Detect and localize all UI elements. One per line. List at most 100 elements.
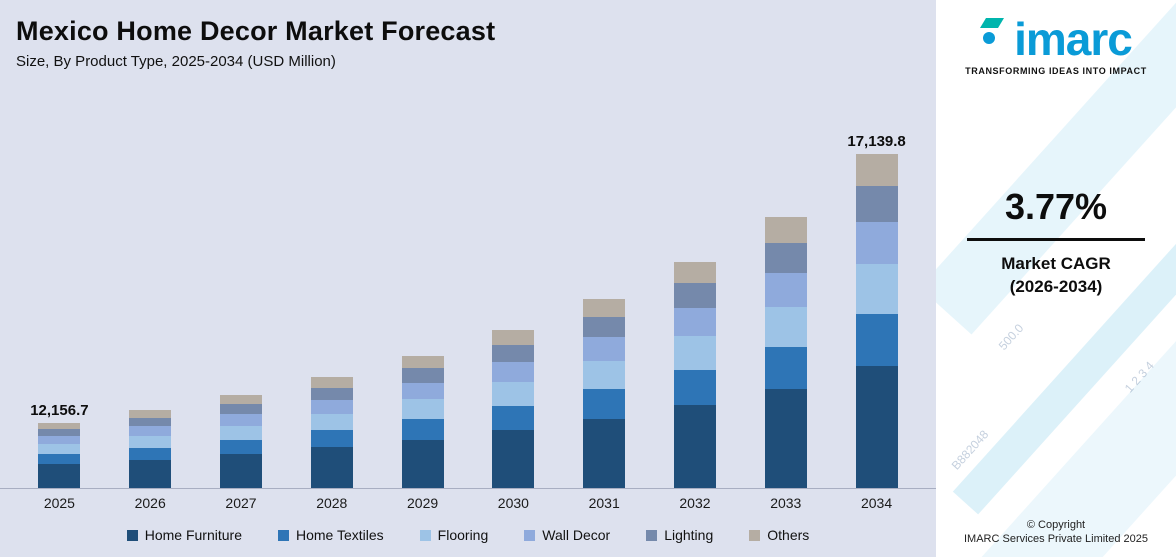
page-subtitle: Size, By Product Type, 2025-2034 (USD Mi…: [16, 53, 336, 70]
bar-segment-others: [129, 410, 172, 418]
cagr-years: (2026-2034): [1009, 276, 1103, 296]
bar-segment-others: [673, 261, 716, 283]
legend-label: Home Furniture: [144, 527, 242, 543]
bar-stack: [764, 217, 807, 488]
legend-label: Home Textiles: [296, 527, 384, 543]
bar-segment-flooring: [129, 435, 172, 448]
bar-segment-wall-decor: [492, 361, 535, 382]
bar-stack: [583, 298, 626, 489]
bar-segment-home-textiles: [492, 405, 535, 431]
legend-item-home-textiles: Home Textiles: [278, 527, 384, 543]
bar-segment-home-textiles: [855, 314, 898, 367]
bar-column-2028: [286, 373, 377, 488]
bar-column-2032: [650, 258, 741, 489]
bar-segment-flooring: [492, 381, 535, 406]
bar-column-2029: [377, 352, 468, 488]
bar-stack: [673, 261, 716, 489]
bar-segment-lighting: [129, 417, 172, 427]
bar-segment-home-textiles: [219, 439, 262, 455]
bar-data-label: 17,139.8: [847, 133, 906, 150]
bar-stack: [492, 329, 535, 489]
bar-segment-lighting: [673, 283, 716, 308]
stacked-bar-chart: 12,156.7 17,139.8: [0, 70, 936, 489]
bar-segment-home-textiles: [583, 389, 626, 419]
x-axis-label-2034: 2034: [860, 495, 893, 511]
bar-segment-lighting: [764, 243, 807, 273]
x-axis-labels: 2025 2026 2027 2028 2029 2030 2031 2032 2033 2034: [0, 489, 936, 511]
imarc-logo-text: imarc: [1014, 13, 1133, 65]
x-axis-label-2033: 2033: [770, 495, 802, 511]
bar-segment-home-textiles: [38, 454, 81, 465]
legend-item-lighting: Lighting: [646, 527, 713, 543]
watermark-text: 500.0: [995, 321, 1027, 353]
bar-segment-wall-decor: [401, 382, 444, 400]
legend-label: Lighting: [664, 527, 714, 543]
bar-stack: [310, 377, 353, 488]
bar-segment-others: [219, 395, 262, 405]
copyright-line2: IMARC Services Private Limited 2025: [963, 533, 1148, 545]
bar-stack: [219, 395, 262, 488]
bar-segment-home-textiles: [310, 430, 353, 448]
bar-segment-home-furniture: [129, 459, 172, 488]
bar-segment-home-furniture: [310, 447, 353, 488]
legend-swatch: [126, 529, 138, 541]
bar-segment-wall-decor: [219, 414, 262, 426]
legend-item-wall-decor: Wall Decor: [524, 527, 610, 543]
bar-data-label: 12,156.7: [30, 402, 89, 420]
legend-item-flooring: Flooring: [419, 527, 488, 543]
legend-item-home-furniture: Home Furniture: [126, 527, 242, 543]
bar-segment-flooring: [310, 413, 353, 431]
x-axis-label-2026: 2026: [134, 495, 166, 511]
bar-segment-home-furniture: [583, 418, 626, 488]
bar-segment-wall-decor: [764, 272, 807, 307]
bar-column-2033: [740, 213, 831, 488]
bar-segment-flooring: [855, 264, 898, 315]
bar-segment-home-furniture: [401, 439, 444, 488]
legend-swatch: [278, 529, 289, 541]
bar-segment-home-furniture: [219, 454, 262, 488]
chart-legend: Home Furniture Home Textiles Flooring Wall …: [0, 511, 936, 557]
bar-column-2027: [196, 391, 287, 488]
cagr-divider: [967, 238, 1145, 241]
bar-stack: [38, 423, 81, 488]
bar-segment-home-textiles: [129, 447, 172, 460]
bar-segment-wall-decor: [855, 222, 898, 265]
bar-column-2030: [468, 326, 559, 489]
legend-label: Others: [767, 527, 810, 543]
x-axis-label-2032: 2032: [679, 495, 711, 511]
bar-segment-others: [855, 154, 898, 186]
bar-segment-wall-decor: [310, 399, 353, 414]
bar-segment-lighting: [310, 387, 353, 400]
bar-stack: [401, 355, 444, 488]
bar-segment-home-furniture: [673, 405, 716, 488]
x-axis-label-2028: 2028: [316, 495, 348, 511]
bar-segment-flooring: [583, 360, 626, 390]
legend-swatch: [524, 529, 536, 541]
bar-segment-home-textiles: [401, 419, 444, 440]
bar-segment-wall-decor: [673, 307, 716, 337]
bar-segment-others: [583, 298, 626, 317]
cagr-label: Market CAGR: [1001, 254, 1111, 273]
bar-segment-lighting: [38, 429, 81, 437]
cagr-block: 3.77% Market CAGR (2026-2034): [967, 186, 1145, 299]
legend-swatch: [749, 529, 761, 541]
bar-column-2025: 12,156.7: [14, 402, 105, 488]
bar-column-2026: [105, 406, 196, 488]
bar-segment-lighting: [855, 185, 898, 223]
x-axis-label-2025: 2025: [43, 495, 75, 511]
info-panel: 500.0 1 2 3 4 B882048 imarc TRANSFORMING…: [936, 0, 1176, 557]
watermark-text: 1 2 3 4: [1122, 358, 1158, 396]
bar-segment-flooring: [219, 425, 262, 440]
bar-column-2031: [559, 295, 650, 489]
legend-swatch: [419, 529, 431, 541]
bar-segment-home-furniture: [764, 389, 807, 488]
legend-swatch: [646, 529, 658, 541]
copyright: © Copyright IMARC Services Private Limit…: [936, 519, 1176, 545]
bar-segment-others: [401, 355, 444, 369]
bar-segment-home-furniture: [492, 430, 535, 488]
bar-segment-lighting: [583, 316, 626, 338]
bar-segment-home-textiles: [673, 370, 716, 406]
bar-segment-wall-decor: [583, 337, 626, 361]
bar-segment-home-furniture: [38, 464, 81, 488]
bar-segment-home-textiles: [764, 347, 807, 390]
